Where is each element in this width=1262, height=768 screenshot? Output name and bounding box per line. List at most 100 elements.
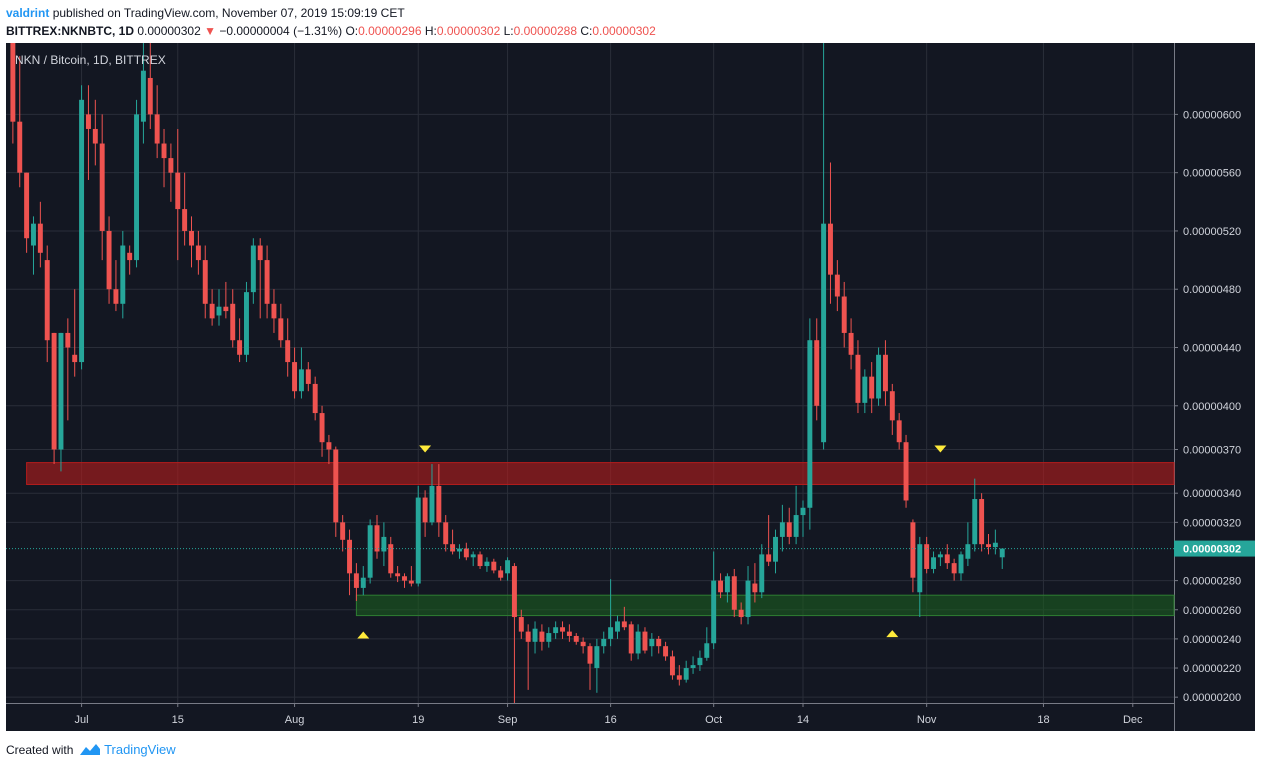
candle-body: [511, 566, 517, 618]
candle: [388, 536, 394, 578]
candle-body: [505, 560, 511, 574]
price-axis-label: 0.00000520: [1183, 226, 1241, 238]
candle-body: [134, 114, 140, 261]
candle-body: [463, 548, 469, 558]
time-axis-label: Nov: [917, 714, 937, 726]
candle: [759, 544, 765, 599]
candle-body: [910, 522, 916, 578]
candle-body: [958, 554, 964, 574]
price-axis-label: 0.00000400: [1183, 401, 1241, 413]
candle: [834, 260, 840, 312]
candle: [999, 548, 1005, 569]
candle-body: [931, 557, 937, 569]
candle-body: [470, 554, 476, 558]
price-chart[interactable]: 0.00000600 0.00000560 0.00000520 0.00000480…: [6, 26, 1255, 731]
candle-body: [924, 544, 930, 569]
chart-container[interactable]: 0.00000600 0.00000560 0.00000520 0.00000480…: [6, 26, 1255, 731]
candle: [601, 631, 607, 654]
candle-body: [601, 638, 607, 647]
price-axis-label: 0.00000560: [1183, 168, 1241, 180]
candle-body: [202, 260, 208, 304]
candle-body: [539, 631, 545, 642]
candle: [731, 568, 737, 618]
candle: [65, 318, 71, 421]
down-arrow-icon: ▼: [204, 24, 216, 38]
candle: [505, 557, 511, 581]
candle: [443, 515, 449, 552]
candle-body: [65, 332, 71, 348]
candle: [539, 624, 545, 651]
candle: [202, 245, 208, 319]
candle-body: [718, 580, 724, 593]
candle: [663, 641, 669, 661]
marker-up-arrow-icon: [886, 630, 899, 638]
candle: [85, 85, 91, 180]
candle-body: [257, 245, 263, 261]
candle-body: [594, 646, 600, 669]
resistance-zone: [26, 462, 1175, 485]
time-axis-label: 19: [412, 714, 424, 726]
candle-body: [683, 668, 689, 680]
candle-body: [51, 332, 57, 450]
candle: [697, 650, 703, 671]
candle: [147, 26, 153, 129]
candle: [463, 542, 469, 561]
candle: [656, 635, 662, 654]
candle: [889, 383, 895, 435]
high-value: 0.00000302: [436, 24, 501, 38]
candle-body: [154, 114, 160, 144]
marker-up-arrow-icon: [357, 631, 370, 639]
candle-body: [608, 627, 614, 639]
candle-body: [745, 580, 751, 618]
candle-body: [834, 274, 840, 297]
candle-body: [92, 128, 98, 144]
candle: [367, 519, 373, 584]
candle-body: [408, 580, 414, 584]
candle-body: [31, 223, 36, 246]
candle-body: [312, 383, 318, 414]
time-axis-area: [6, 703, 1174, 731]
author-link[interactable]: valdrint: [6, 6, 50, 20]
candle-body: [704, 643, 710, 658]
created-with-label: Created with: [6, 743, 74, 757]
candle: [615, 615, 620, 639]
candle-body: [532, 628, 538, 642]
candle-body: [113, 289, 119, 304]
candle: [800, 500, 806, 537]
candle: [511, 563, 517, 703]
candle-body: [415, 497, 421, 584]
candle-body: [456, 548, 462, 552]
candle-body: [827, 223, 833, 275]
time-axis-label: Dec: [1123, 714, 1143, 726]
symbol-line: BITTREX:NKNBTC, 1D 0.00000302 ▼ −0.00000…: [6, 22, 656, 40]
candle: [690, 656, 696, 674]
candle-body: [841, 296, 847, 333]
candle: [257, 238, 263, 319]
candle: [216, 289, 222, 326]
candle: [10, 41, 16, 144]
candle-body: [889, 391, 895, 421]
time-axis-label: Aug: [285, 714, 305, 726]
chart-title: NKN / Bitcoin, 1D, BITTREX: [15, 53, 166, 67]
candle-body: [944, 554, 950, 564]
price-axis-label: 0.00000480: [1183, 284, 1241, 296]
candle: [195, 230, 201, 275]
candle: [779, 504, 785, 552]
candle: [209, 289, 215, 326]
candle-body: [814, 340, 820, 406]
candle: [326, 434, 332, 465]
open-label: O:: [345, 24, 359, 38]
candle-body: [869, 376, 875, 399]
candle-body: [937, 554, 943, 558]
candle: [786, 507, 792, 545]
candle-body: [147, 77, 153, 115]
marker-down-arrow-icon: [934, 445, 947, 453]
candle-body: [690, 665, 696, 669]
candle: [649, 633, 655, 657]
tradingview-link[interactable]: TradingView: [104, 742, 176, 757]
candle: [58, 332, 64, 472]
candle: [99, 114, 105, 261]
candle: [271, 289, 277, 333]
candle: [31, 216, 36, 275]
candle-body: [896, 420, 902, 443]
